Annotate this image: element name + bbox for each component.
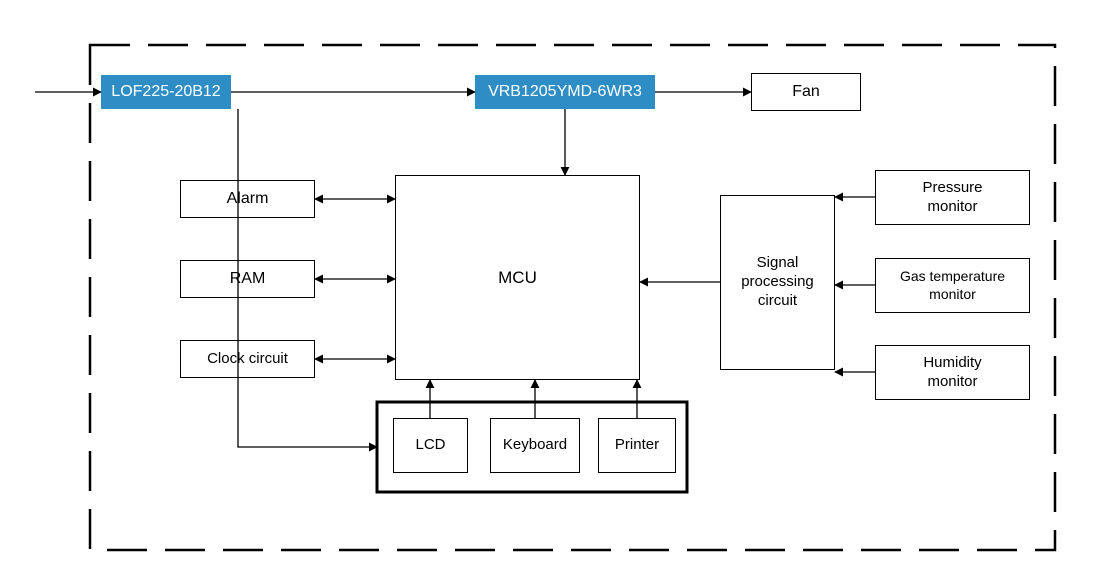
- node-lcd: LCD: [393, 418, 468, 473]
- node-humid: Humidity monitor: [875, 345, 1030, 400]
- node-vrb: VRB1205YMD-6WR3: [475, 75, 655, 109]
- node-kbd: Keyboard: [490, 418, 580, 473]
- node-prn: Printer: [598, 418, 676, 473]
- node-gastemp: Gas temperature monitor: [875, 258, 1030, 313]
- node-alarm: Alarm: [180, 180, 315, 218]
- node-clock: Clock circuit: [180, 340, 315, 378]
- node-ram: RAM: [180, 260, 315, 298]
- diagram-canvas: LOF225-20B12 VRB1205YMD-6WR3 Fan Alarm RAM Cl…: [0, 0, 1095, 585]
- node-fan: Fan: [751, 73, 861, 111]
- node-mcu: MCU: [395, 175, 640, 380]
- node-lof: LOF225-20B12: [101, 75, 231, 109]
- node-sig: Signal processing circuit: [720, 195, 835, 370]
- node-press: Pressure monitor: [875, 170, 1030, 225]
